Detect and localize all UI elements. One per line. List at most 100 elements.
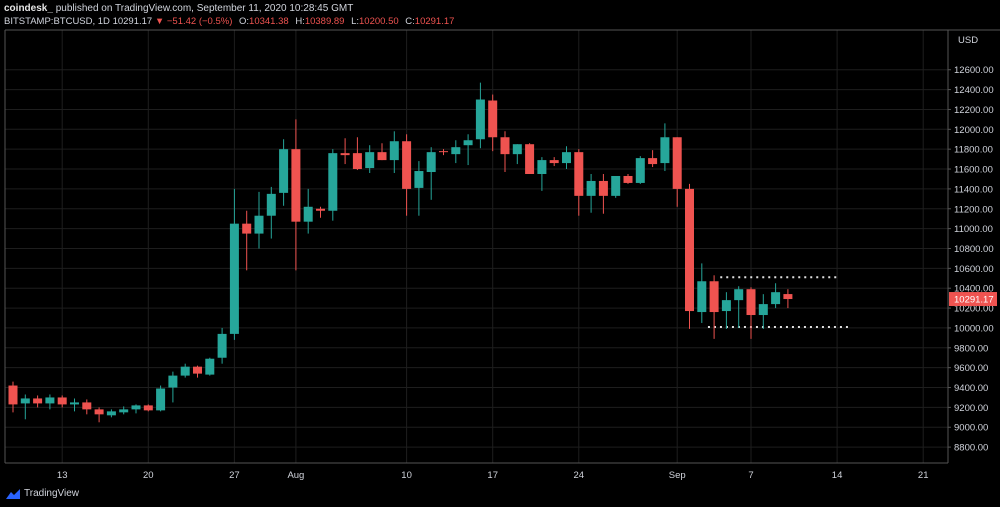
y-tick-label: 9600.00: [954, 363, 988, 374]
currency-label: USD: [958, 35, 978, 46]
low-value: 10200.50: [359, 16, 399, 27]
candle-body: [537, 160, 547, 175]
candle-body: [352, 153, 362, 170]
candle-body: [266, 193, 276, 216]
x-tick-label: 10: [401, 470, 412, 481]
candle-body: [439, 151, 448, 153]
candle-body: [721, 300, 731, 312]
open-value: 10341.38: [249, 16, 289, 27]
candle-body: [254, 215, 264, 234]
candlestick-chart[interactable]: 8800.00 9000.00 9200.00 9400.00 9600.00 9800.…: [0, 0, 1000, 485]
y-tick-label: 10200.00: [954, 304, 994, 315]
candle-body: [746, 289, 756, 316]
y-tick-label: 11200.00: [954, 204, 993, 215]
x-tick-label: 7: [748, 470, 753, 481]
candle-body: [672, 137, 682, 189]
y-tick-label: 10600.00: [954, 264, 994, 275]
candle-body: [365, 152, 375, 169]
last-price: 10291.17: [112, 16, 153, 27]
open-label: O:: [239, 16, 250, 27]
x-tick-label: 17: [487, 470, 498, 481]
x-tick-label: 13: [57, 470, 68, 481]
x-tick-label: 27: [229, 470, 240, 481]
candle-body: [709, 281, 719, 313]
y-tick-label: 9000.00: [954, 423, 988, 434]
y-tick-label: 11600.00: [954, 165, 993, 176]
candle-body: [734, 289, 744, 301]
candle-body: [70, 402, 79, 405]
candle-body: [303, 206, 313, 222]
candle-body: [57, 397, 67, 405]
candle-body: [512, 144, 522, 155]
y-tick-label: 10800.00: [954, 244, 994, 255]
candle-body: [242, 223, 252, 234]
candle-body: [106, 411, 116, 416]
tradingview-brand[interactable]: TradingView: [6, 488, 79, 499]
candle-body: [168, 375, 178, 388]
candle-body: [426, 152, 436, 173]
candle-body: [623, 175, 633, 183]
x-tick-label: Aug: [287, 470, 304, 481]
y-tick-label: 11400.00: [954, 184, 993, 195]
y-tick-label: 12400.00: [954, 85, 994, 96]
y-tick-label: 12600.00: [954, 65, 994, 76]
high-label: H:: [295, 16, 305, 27]
candle-body: [340, 153, 350, 156]
candle-body: [316, 208, 325, 211]
candle-body: [475, 99, 485, 140]
candle-body: [611, 175, 621, 196]
close-label: C:: [405, 16, 415, 27]
candle-body: [574, 152, 584, 196]
high-value: 10389.89: [304, 16, 345, 27]
candle-body: [451, 147, 461, 155]
y-tick-label: 9800.00: [954, 343, 988, 354]
y-tick-label: 9400.00: [954, 383, 988, 394]
candle-body: [389, 141, 399, 161]
candle-body: [156, 388, 166, 411]
low-label: L:: [351, 16, 360, 27]
candle-body: [94, 409, 104, 415]
candle-body: [783, 294, 793, 300]
candle-body: [500, 137, 510, 155]
candle-body: [488, 100, 498, 138]
candle-body: [8, 385, 18, 405]
candle-body: [82, 402, 92, 410]
candle-body: [131, 405, 141, 410]
candle-body: [525, 144, 535, 175]
brand-label: TradingView: [24, 488, 80, 499]
candle-body: [217, 333, 227, 358]
x-tick-label: 14: [832, 470, 843, 481]
candle-body: [758, 304, 768, 316]
y-tick-label: 12200.00: [954, 105, 994, 116]
close-value: 10291.17: [414, 16, 455, 27]
published-text: published on TradingView.com, September …: [55, 3, 354, 14]
candle-body: [771, 292, 781, 305]
candle-body: [279, 149, 289, 193]
candle-body: [402, 141, 412, 189]
publisher-line: coindesk_ published on TradingView.com, …: [4, 3, 353, 14]
price-change: −51.42 (−0.5%): [166, 16, 233, 27]
y-tick-label: 9200.00: [954, 403, 988, 414]
y-tick-label: 8800.00: [954, 443, 988, 454]
y-tick-label: 10000.00: [954, 323, 994, 334]
down-arrow-icon: ▼: [154, 16, 165, 27]
candle-body: [193, 366, 202, 374]
x-tick-label: 24: [574, 470, 585, 481]
candle-body: [119, 409, 129, 413]
candle-body: [45, 397, 55, 404]
candle-body: [205, 358, 215, 375]
symbol-label[interactable]: BITSTAMP:BTCUSD, 1D: [4, 16, 110, 27]
y-tick-label: 12000.00: [954, 125, 994, 136]
candle-body: [328, 153, 338, 211]
candle-body: [648, 158, 658, 165]
candle-body: [697, 281, 707, 313]
x-tick-label: Sep: [669, 470, 686, 481]
chart-footer: [0, 483, 1000, 507]
y-tick-label: 11800.00: [954, 145, 993, 156]
x-tick-label: 21: [918, 470, 929, 481]
candle-body: [33, 398, 43, 404]
candle-body: [660, 137, 670, 164]
candle-body: [377, 152, 387, 161]
candle-body: [414, 171, 424, 188]
publisher-name[interactable]: coindesk_: [4, 3, 53, 14]
